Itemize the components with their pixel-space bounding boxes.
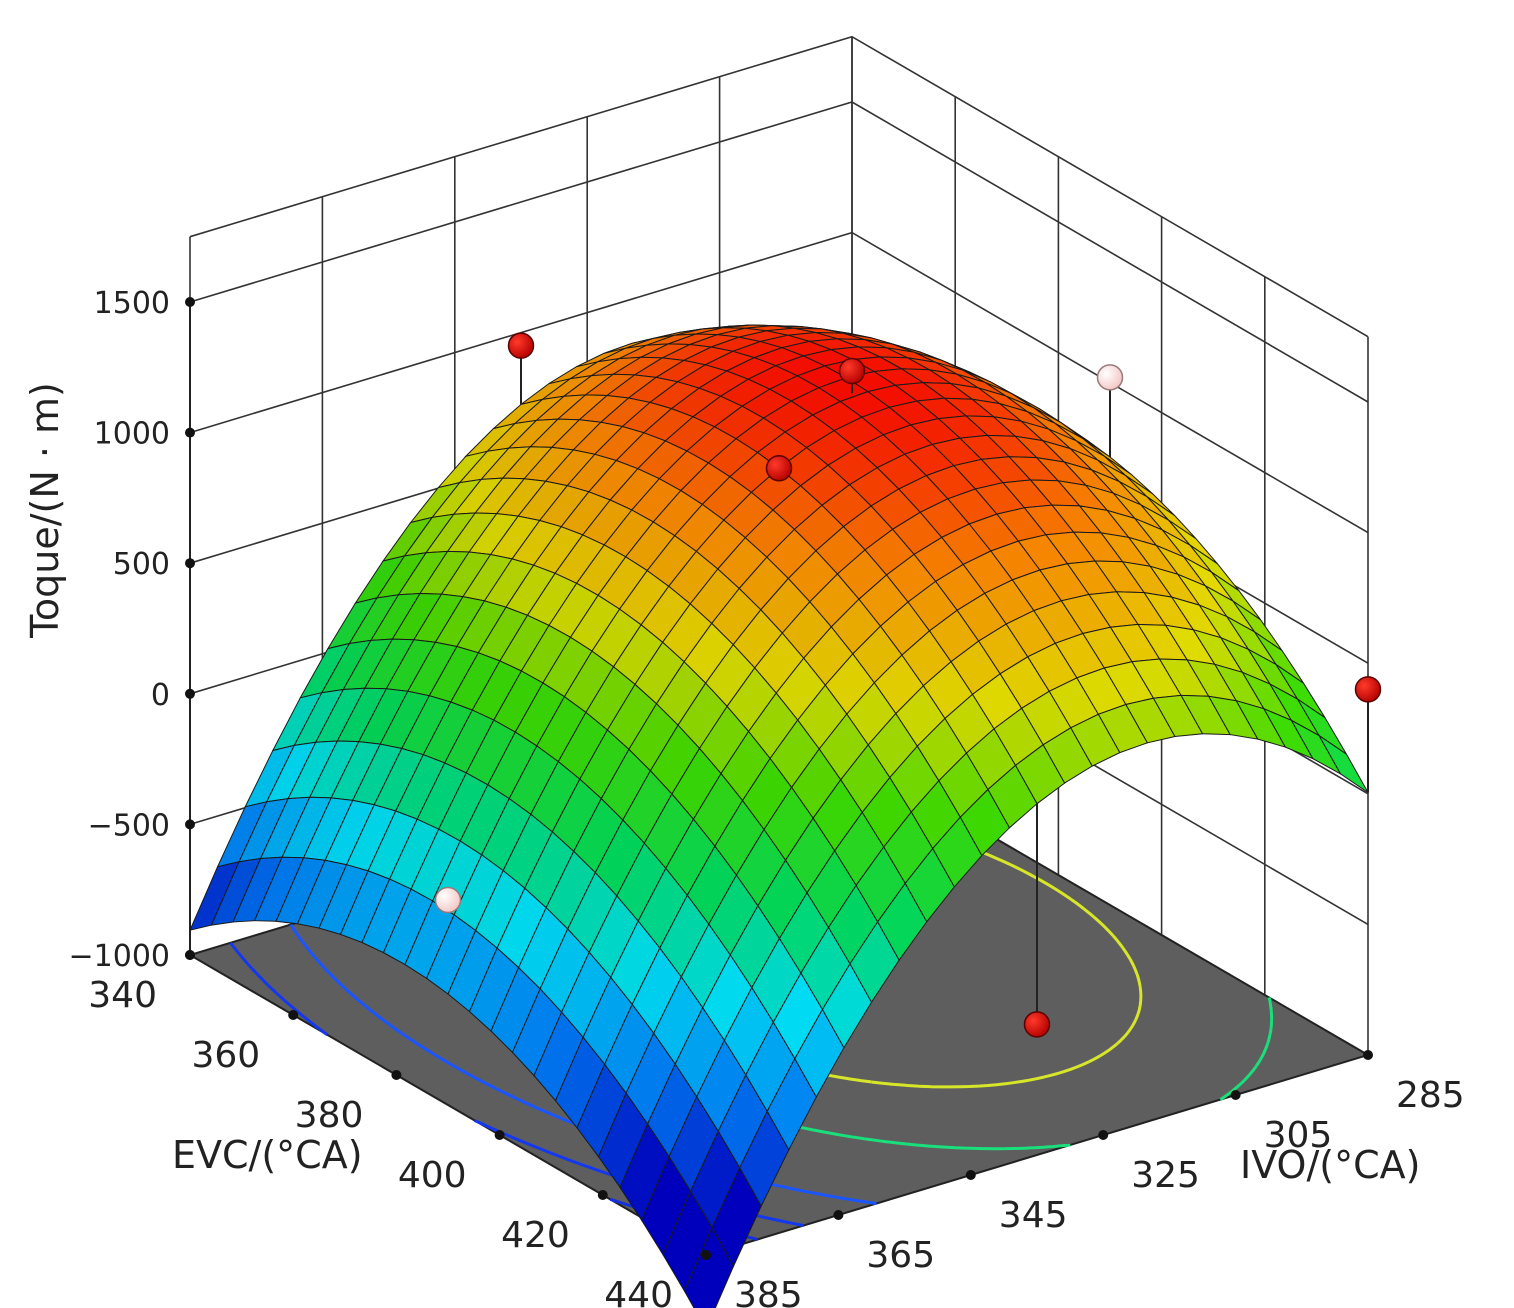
y-tick-label: 345 — [999, 1195, 1068, 1236]
design-point — [838, 357, 866, 385]
y-tick-label: 365 — [866, 1235, 935, 1276]
design-point — [1023, 1011, 1051, 1038]
surface-cell — [683, 1226, 735, 1308]
design-point — [1354, 676, 1382, 703]
y-tick-label: 325 — [1131, 1155, 1200, 1196]
x-tick-mark — [185, 950, 195, 960]
z-axis-title: Toque/(N · m) — [23, 382, 67, 639]
y-tick-mark — [965, 1170, 976, 1180]
design-points — [434, 332, 1382, 1038]
z-tick-label: 1000 — [94, 417, 170, 452]
z-tick-mark — [185, 297, 195, 307]
z-tick-mark — [185, 427, 195, 438]
x-tick-label: 380 — [295, 1095, 364, 1136]
design-point — [434, 886, 462, 914]
y-tick-mark — [701, 1250, 711, 1260]
design-point — [1096, 364, 1124, 391]
x-tick-mark — [494, 1130, 505, 1140]
z-tick-label: −500 — [88, 808, 170, 843]
x-tick-mark — [391, 1070, 402, 1080]
x-axis-title: EVC/(°CA) — [172, 1133, 363, 1177]
z-tick-label: 1500 — [94, 286, 170, 321]
z-tick-mark — [185, 688, 195, 699]
y-tick-mark — [1230, 1090, 1241, 1100]
x-tick-label: 420 — [501, 1215, 570, 1256]
y-tick-label: 385 — [734, 1275, 803, 1308]
x-tick-label: 340 — [88, 975, 157, 1016]
design-point — [765, 454, 793, 482]
y-axis-title: IVO/(°CA) — [1240, 1143, 1420, 1187]
x-tick-label: 360 — [191, 1035, 260, 1076]
design-point — [507, 332, 535, 359]
z-tick-mark — [185, 558, 195, 569]
x-tick-label: 400 — [398, 1155, 467, 1196]
y-tick-mark — [1098, 1130, 1109, 1140]
y-tick-mark — [1363, 1050, 1373, 1060]
y-tick-label: 305 — [1264, 1115, 1333, 1156]
x-tick-label: 440 — [604, 1275, 673, 1308]
z-tick-label: −1000 — [69, 939, 170, 974]
y-tick-mark — [833, 1210, 844, 1220]
wall-top-edge — [189, 35, 1369, 338]
z-tick-label: 500 — [113, 547, 170, 582]
z-tick-label: 0 — [151, 678, 170, 713]
x-tick-mark — [597, 1190, 608, 1200]
y-tick-label: 285 — [1396, 1075, 1465, 1116]
x-tick-mark — [288, 1010, 299, 1020]
axis-ticks: −1000 −500 0 500 1000 1500 340 360 380 400 420 440 2… — [69, 286, 1465, 1308]
surface-mesh — [189, 324, 1369, 1308]
z-tick-mark — [185, 819, 195, 830]
